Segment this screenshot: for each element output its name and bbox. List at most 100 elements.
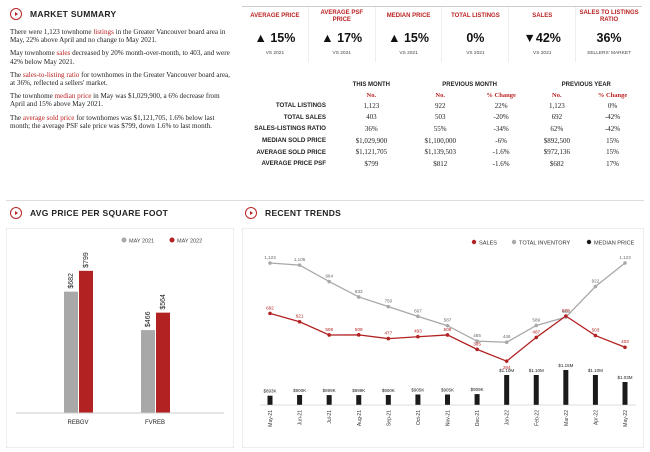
listings-link[interactable]: listings — [93, 28, 114, 36]
kpi-value: 36% — [596, 31, 622, 45]
median-bar — [533, 375, 539, 405]
table-cell: 36% — [364, 124, 378, 133]
table-cell: $1,100,000 — [424, 136, 456, 145]
bar — [141, 330, 155, 413]
sales-label: 621 — [296, 314, 304, 319]
sales-to-listing-link[interactable]: sales-to-listing ratio — [22, 70, 80, 79]
kpi-value: ▼42% — [523, 31, 561, 45]
row-label: AVERAGE PRICE PSF — [261, 160, 326, 168]
inventory-label: 1,123 — [264, 255, 276, 260]
table-cell: 503 — [434, 113, 446, 122]
chevron-right-icon — [10, 207, 22, 219]
stats-table: THIS MONTH PREVIOUS MONTH PREVIOUS YEAR … — [242, 80, 642, 170]
kpi-label: SALES TO LISTINGS RATIO — [579, 9, 639, 23]
median-label: $1.10M — [499, 368, 514, 373]
row-label: TOTAL LISTINGS — [275, 102, 326, 110]
kpi-label: MEDIAN PRICE — [386, 13, 431, 19]
median-bar — [474, 394, 480, 405]
table-cell: 15% — [606, 136, 619, 145]
legend-marker — [121, 237, 127, 243]
table-cell: 15% — [606, 148, 619, 157]
inventory-point — [297, 263, 302, 267]
sub-header: % Change — [597, 91, 628, 99]
x-tick-label: Aug-21 — [357, 410, 363, 426]
x-tick-label: Dec-21 — [475, 410, 481, 426]
inventory-point — [416, 314, 420, 319]
x-tick-label: FVREB — [145, 420, 165, 426]
chart-frame — [6, 228, 234, 448]
table-cell: $972,136 — [543, 148, 570, 157]
inventory-point — [268, 261, 272, 265]
table-cell: 692 — [551, 113, 563, 122]
group-previous-month: PREVIOUS MONTH — [442, 82, 497, 88]
table-row: MEDIAN SOLD PRICE $1,029,900 $1,100,000 -6%… — [242, 135, 642, 147]
row-label: AVERAGE SOLD PRICE — [256, 148, 326, 156]
table-row: TOTAL LISTINGS 1,123 922 22% 1,123 0% — [242, 100, 642, 112]
average-sold-price-link[interactable]: average sold price — [22, 113, 75, 122]
sales-point — [386, 336, 391, 341]
kpi-sub: VS 2021 — [332, 51, 351, 56]
sales-link[interactable]: sales — [56, 49, 71, 58]
market-summary-title: MARKET SUMMARY — [30, 9, 117, 19]
inventory-point — [327, 279, 331, 284]
inventory-label: 964 — [325, 274, 333, 279]
table-cell: $799 — [364, 159, 379, 168]
recent-trends-title: RECENT TRENDS — [265, 208, 342, 218]
table-cell: 1,123 — [363, 101, 380, 110]
kpi-card: AVERAGE PRICE ▲ 15% VS 2021 — [242, 7, 309, 62]
bar — [156, 312, 170, 413]
inventory-point — [593, 284, 598, 289]
inventory-point — [475, 339, 479, 343]
table-cell: -1.6% — [492, 148, 510, 157]
table-cell: 17% — [606, 159, 619, 168]
sales-label: 509 — [355, 327, 363, 332]
median-label: $893K — [263, 389, 276, 394]
sales-label: 487 — [532, 329, 540, 334]
median-bar — [415, 394, 421, 405]
kpi-value: 0% — [466, 31, 485, 45]
kpi-sub: VS 2021 — [533, 51, 552, 56]
table-cell: -42% — [604, 113, 621, 122]
summary-paragraph: May townhome sales decreased by 20% mont… — [10, 49, 230, 66]
sales-point — [297, 319, 302, 324]
sales-label: 403 — [621, 339, 629, 344]
kpi-card: SALES TO LISTINGS RATIO 36% SELLERS' MAR… — [576, 7, 642, 62]
median-price-link[interactable]: median price — [54, 92, 92, 101]
median-bar — [622, 382, 628, 405]
x-tick-label: Apr-22 — [593, 410, 599, 425]
row-label: MEDIAN SOLD PRICE — [262, 137, 326, 145]
inventory-label: 922 — [592, 279, 600, 284]
x-tick-label: Sep-21 — [386, 410, 392, 426]
inventory-label: 455 — [473, 333, 481, 338]
median-label: $900K — [382, 388, 395, 393]
median-label: $1.10M — [529, 368, 544, 373]
sales-point — [623, 345, 627, 350]
table-cell: -42% — [604, 124, 621, 133]
sub-header: % Change — [486, 91, 516, 99]
inventory-point — [534, 323, 539, 328]
table-cell: $1,029,900 — [355, 136, 388, 145]
median-label: $899K — [352, 388, 365, 393]
legend-label: TOTAL INVENTORY — [519, 240, 571, 246]
kpi-label: TOTAL LISTINGS — [451, 13, 500, 19]
avg-psf-header: AVG PRICE PER SQUARE FOOT — [10, 207, 168, 219]
recent-trends-header: RECENT TRENDS — [245, 207, 341, 219]
table-cell: 1,123 — [548, 101, 565, 110]
avg-psf-chart: MAY 2021 MAY 2022 $682 $799 REBGV $466 $564 FVR… — [6, 228, 234, 448]
table-cell: $812 — [433, 159, 448, 168]
sales-label: 692 — [266, 305, 274, 310]
table-row: SALES-LISTINGS RATIO 36% 55% -34% 62% -42% — [242, 123, 642, 135]
kpi-row: AVERAGE PRICE ▲ 15% VS 2021 AVERAGE PSF P… — [242, 6, 642, 62]
legend-label: MAY 2021 — [129, 239, 154, 245]
median-label: $899K — [323, 388, 336, 393]
sales-label: 508 — [325, 327, 333, 332]
table-cell: -6% — [495, 136, 507, 145]
summary-paragraph: The townhome median price in May was $1,… — [10, 92, 220, 109]
table-cell: -20% — [493, 113, 509, 122]
stats-group-header: THIS MONTH PREVIOUS MONTH PREVIOUS YEAR — [242, 80, 642, 90]
table-cell: $1,139,503 — [424, 148, 456, 157]
avg-psf-title: AVG PRICE PER SQUARE FOOT — [30, 208, 169, 218]
table-cell: $682 — [549, 159, 564, 168]
bar — [64, 291, 78, 413]
sales-point — [475, 347, 479, 352]
